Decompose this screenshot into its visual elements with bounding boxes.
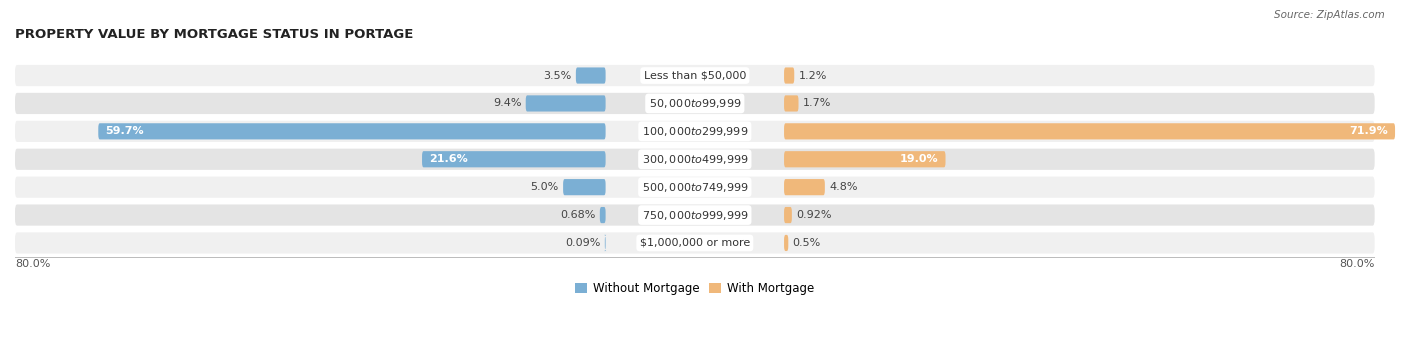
- FancyBboxPatch shape: [15, 149, 1375, 170]
- Text: 59.7%: 59.7%: [105, 126, 143, 136]
- Text: 71.9%: 71.9%: [1350, 126, 1388, 136]
- FancyBboxPatch shape: [785, 67, 794, 84]
- Text: 80.0%: 80.0%: [15, 259, 51, 269]
- FancyBboxPatch shape: [422, 151, 606, 167]
- FancyBboxPatch shape: [785, 151, 945, 167]
- Text: 1.7%: 1.7%: [803, 99, 831, 108]
- Legend: Without Mortgage, With Mortgage: Without Mortgage, With Mortgage: [571, 277, 818, 300]
- FancyBboxPatch shape: [785, 123, 1395, 139]
- FancyBboxPatch shape: [15, 93, 1375, 114]
- FancyBboxPatch shape: [15, 65, 1375, 86]
- Text: 1.2%: 1.2%: [799, 70, 827, 81]
- FancyBboxPatch shape: [15, 176, 1375, 198]
- Text: Less than $50,000: Less than $50,000: [644, 70, 747, 81]
- FancyBboxPatch shape: [785, 207, 792, 223]
- Text: 4.8%: 4.8%: [830, 182, 858, 192]
- Text: $50,000 to $99,999: $50,000 to $99,999: [648, 97, 741, 110]
- FancyBboxPatch shape: [785, 179, 825, 195]
- FancyBboxPatch shape: [15, 121, 1375, 142]
- Text: 9.4%: 9.4%: [494, 99, 522, 108]
- FancyBboxPatch shape: [785, 95, 799, 112]
- FancyBboxPatch shape: [576, 67, 606, 84]
- FancyBboxPatch shape: [15, 232, 1375, 254]
- Text: 0.09%: 0.09%: [565, 238, 600, 248]
- Text: 3.5%: 3.5%: [543, 70, 572, 81]
- Text: Source: ZipAtlas.com: Source: ZipAtlas.com: [1274, 10, 1385, 20]
- Text: $500,000 to $749,999: $500,000 to $749,999: [641, 181, 748, 194]
- FancyBboxPatch shape: [564, 179, 606, 195]
- Text: 19.0%: 19.0%: [900, 154, 939, 164]
- Text: $100,000 to $299,999: $100,000 to $299,999: [641, 125, 748, 138]
- Text: 80.0%: 80.0%: [1340, 259, 1375, 269]
- Text: 5.0%: 5.0%: [530, 182, 558, 192]
- FancyBboxPatch shape: [98, 123, 606, 139]
- Text: $750,000 to $999,999: $750,000 to $999,999: [641, 208, 748, 222]
- FancyBboxPatch shape: [785, 235, 789, 251]
- Text: $1,000,000 or more: $1,000,000 or more: [640, 238, 749, 248]
- Text: 0.68%: 0.68%: [560, 210, 596, 220]
- Text: $300,000 to $499,999: $300,000 to $499,999: [641, 153, 748, 166]
- Text: 21.6%: 21.6%: [429, 154, 468, 164]
- Text: 0.92%: 0.92%: [796, 210, 831, 220]
- Text: 0.5%: 0.5%: [793, 238, 821, 248]
- Text: PROPERTY VALUE BY MORTGAGE STATUS IN PORTAGE: PROPERTY VALUE BY MORTGAGE STATUS IN POR…: [15, 28, 413, 41]
- FancyBboxPatch shape: [605, 235, 606, 251]
- FancyBboxPatch shape: [600, 207, 606, 223]
- FancyBboxPatch shape: [15, 204, 1375, 226]
- FancyBboxPatch shape: [526, 95, 606, 112]
